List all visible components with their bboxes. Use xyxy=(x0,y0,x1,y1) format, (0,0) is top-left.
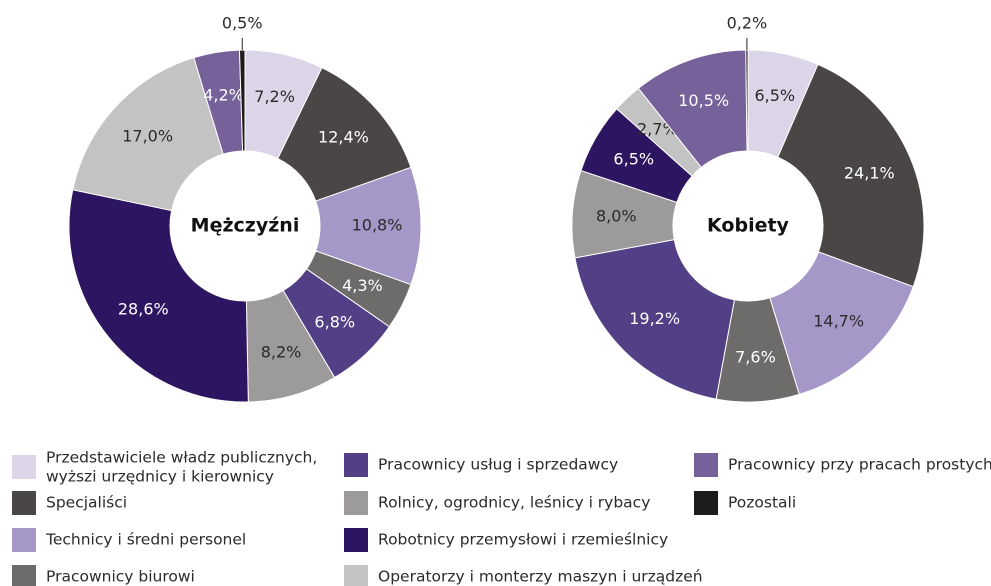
value-label: 19,2% xyxy=(629,309,680,328)
chart-title: Kobiety xyxy=(707,215,790,237)
value-label: 4,2% xyxy=(203,85,244,104)
legend-label: Pracownicy usług i sprzedawcy xyxy=(378,456,618,474)
value-label: 7,6% xyxy=(735,347,776,366)
value-label: 17,0% xyxy=(122,126,173,145)
legend-swatch xyxy=(344,491,368,515)
legend-label: Pracownicy przy pracach prostych xyxy=(728,456,991,474)
legend-label: Operatorzy i monterzy maszyn i urządzeń xyxy=(378,568,703,586)
value-label: 24,1% xyxy=(844,163,895,182)
pie-slice xyxy=(68,189,249,403)
legend-swatch xyxy=(344,528,368,552)
legend-label-line: Przedstawiciele władz publicznych, xyxy=(46,448,317,466)
legend-swatch xyxy=(694,491,718,515)
pie-slice xyxy=(574,239,735,400)
pie-slice xyxy=(72,56,224,212)
legend-label: Pracownicy biurowi xyxy=(46,568,195,586)
value-label: 6,8% xyxy=(314,312,355,331)
pie-slice xyxy=(238,49,246,152)
pie-slice xyxy=(745,49,749,152)
value-label: 0,2% xyxy=(727,14,768,33)
legend-swatch xyxy=(12,528,36,552)
value-label: 8,0% xyxy=(596,206,637,225)
legend-label: Technicy i średni personel xyxy=(45,531,246,549)
value-label: 12,4% xyxy=(318,128,369,147)
value-label: 10,8% xyxy=(352,216,403,235)
legend-swatch xyxy=(12,491,36,515)
value-label: 4,3% xyxy=(342,276,383,295)
value-label: 6,5% xyxy=(613,149,654,168)
chart-title: Mężczyźni xyxy=(191,215,300,237)
pie-slice xyxy=(769,251,914,396)
legend-swatch xyxy=(344,453,368,477)
legend-label: Przedstawiciele władz publicznych, wyższi… xyxy=(46,448,317,485)
legend-swatch xyxy=(694,453,718,477)
legend-swatch xyxy=(12,455,36,479)
value-label: 28,6% xyxy=(118,300,169,319)
legend-label: Specjaliści xyxy=(46,494,127,512)
legend-label: Rolnicy, ogrodnicy, leśnicy i rybacy xyxy=(378,494,650,512)
value-label: 0,5% xyxy=(222,14,263,33)
pie-slice xyxy=(777,63,925,288)
value-label: 10,5% xyxy=(678,91,729,110)
value-label: 6,5% xyxy=(754,86,795,105)
legend-label: Pozostali xyxy=(728,494,796,512)
legend-swatch xyxy=(344,565,368,586)
legend-label-line: wyższi urzędnicy i kierownicy xyxy=(46,467,274,485)
legend-swatch xyxy=(12,565,36,586)
value-label: 14,7% xyxy=(813,311,864,330)
legend-label: Robotnicy przemysłowi i rzemieślnicy xyxy=(378,531,668,549)
value-label: 8,2% xyxy=(261,342,302,361)
value-label: 7,2% xyxy=(254,87,295,106)
